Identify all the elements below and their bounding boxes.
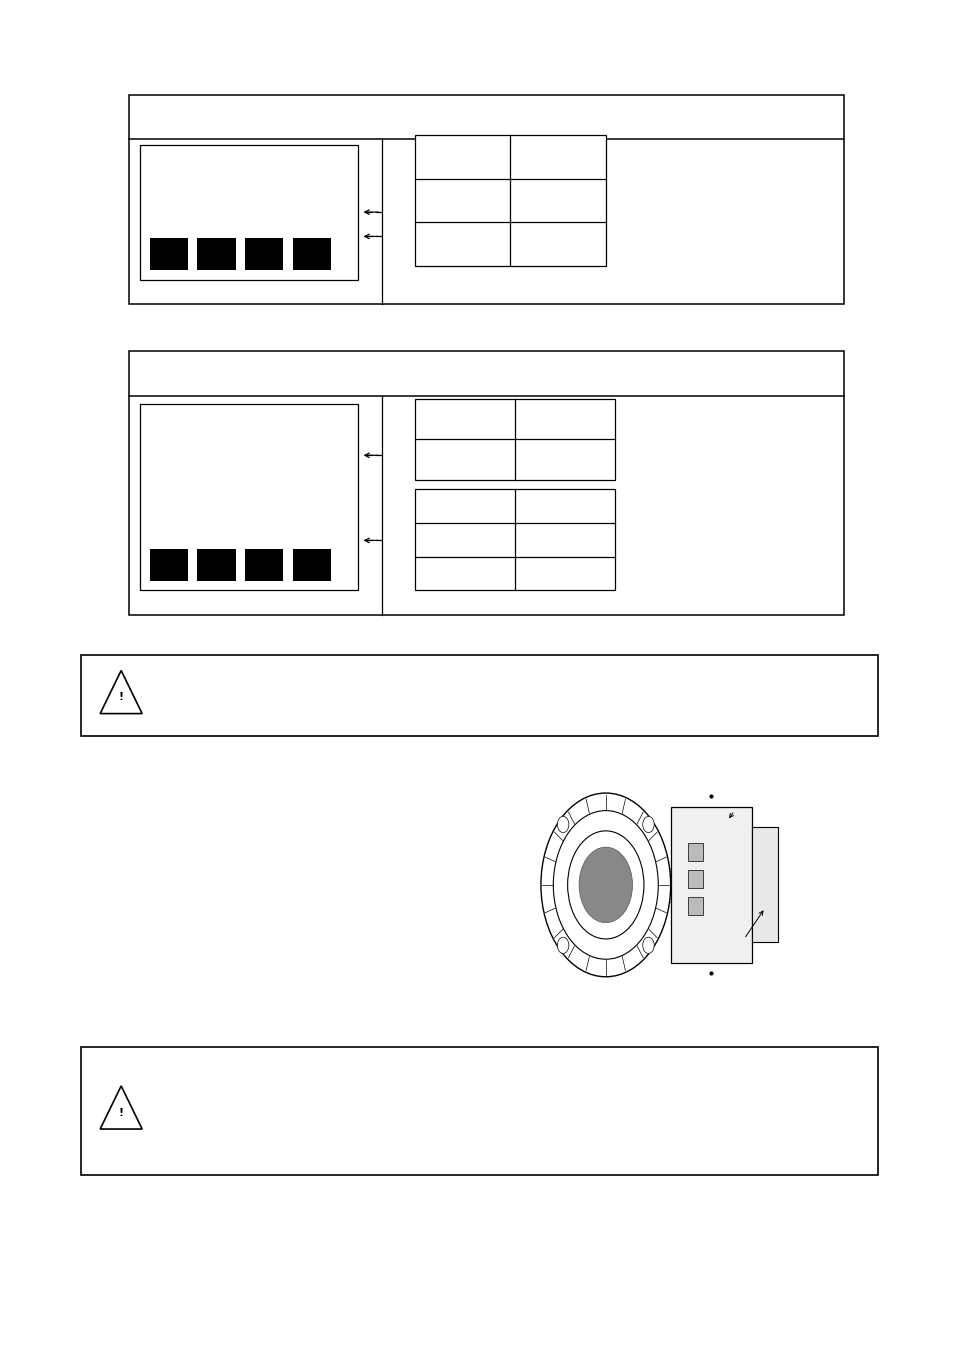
Bar	[670, 808, 751, 962]
Bar	[415, 489, 615, 590]
Text: !: !	[118, 692, 124, 703]
Bar	[293, 549, 331, 581]
Bar	[129, 95, 843, 304]
Bar	[197, 238, 235, 270]
Bar	[197, 549, 235, 581]
Bar	[81, 1047, 877, 1175]
Bar	[687, 897, 702, 915]
Bar	[150, 549, 188, 581]
Bar	[687, 870, 702, 888]
Bar	[687, 843, 702, 861]
Circle shape	[553, 811, 658, 959]
Polygon shape	[100, 1086, 142, 1129]
Bar	[293, 238, 331, 270]
Circle shape	[557, 938, 568, 954]
Bar	[140, 145, 357, 280]
Circle shape	[567, 831, 643, 939]
Bar	[415, 399, 615, 480]
Circle shape	[642, 816, 654, 832]
Bar	[150, 238, 188, 270]
Text: !: !	[118, 1108, 124, 1117]
Bar	[245, 238, 283, 270]
Circle shape	[642, 938, 654, 954]
Circle shape	[578, 847, 632, 923]
Bar	[665, 869, 675, 902]
Bar	[751, 827, 778, 943]
Circle shape	[557, 816, 568, 832]
Bar	[81, 655, 877, 736]
Bar	[129, 351, 843, 615]
Bar	[140, 404, 357, 590]
Circle shape	[540, 793, 670, 977]
Bar	[415, 135, 605, 266]
Polygon shape	[100, 670, 142, 713]
Bar	[245, 549, 283, 581]
